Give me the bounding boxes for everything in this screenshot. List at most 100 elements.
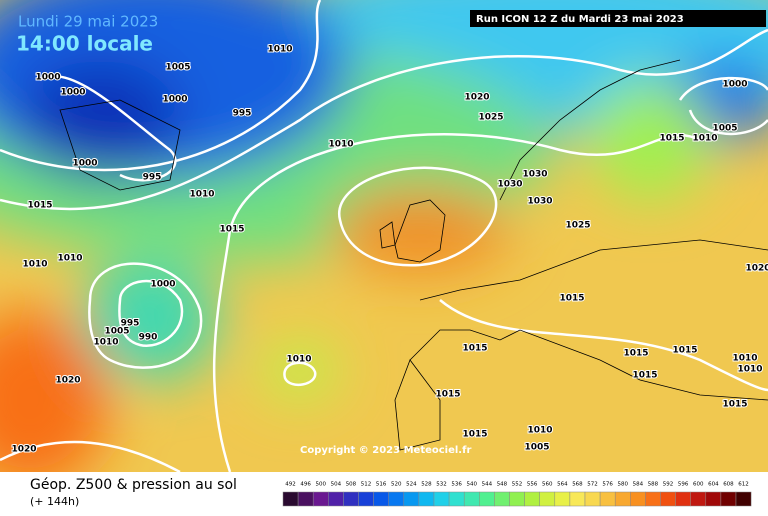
isobar-label: 1030	[522, 170, 547, 180]
scale-label: 580	[618, 482, 629, 488]
isobar-label: 1010	[57, 254, 82, 264]
isobar-label: 1005	[165, 63, 190, 73]
scale-label: 604	[708, 482, 719, 488]
isobar-label: 1010	[527, 426, 552, 436]
scale-label: 512	[361, 482, 372, 488]
isobar-label: 1005	[524, 443, 549, 453]
isobar-label: 1015	[722, 400, 747, 410]
scale-cell	[297, 491, 314, 507]
scale-cell	[720, 491, 737, 507]
scale-cell	[282, 491, 299, 507]
isobar-label: 1030	[527, 197, 552, 207]
scale-label: 516	[376, 482, 387, 488]
scale-label: 592	[663, 482, 674, 488]
scale-label: 536	[451, 482, 462, 488]
footer-title: Géop. Z500 & pression au sol	[30, 477, 237, 493]
scale-cell	[524, 491, 540, 507]
scale-cell	[312, 491, 329, 507]
isobar-label: 1000	[60, 88, 85, 98]
isobar-label: 1030	[497, 180, 522, 190]
isobar-label: 1015	[462, 344, 487, 354]
scale-cell	[660, 491, 676, 507]
scale-label: 576	[602, 482, 613, 488]
scale-label: 612	[738, 482, 749, 488]
scale-label: 520	[391, 482, 402, 488]
scale-label: 500	[316, 482, 327, 488]
isobar-label: 1020	[464, 93, 489, 103]
scale-cell	[614, 491, 631, 507]
scale-cell	[735, 491, 752, 507]
scale-cell	[358, 491, 374, 507]
isobar-label: 1015	[632, 371, 657, 381]
scale-label: 572	[587, 482, 598, 488]
scale-cell	[418, 491, 435, 507]
scale-cell	[554, 491, 571, 507]
isobar-label: 1000	[150, 280, 175, 290]
isobar-label: 1025	[478, 113, 503, 123]
isobar-label: 1000	[722, 80, 747, 90]
isobar-label: 1005	[104, 327, 129, 337]
isobar-label: 1015	[462, 430, 487, 440]
run: Run ICON 12 Z du Mardi 23 mai 2023	[476, 14, 684, 25]
isobar-label: 1015	[27, 201, 52, 211]
lead: (+ 144h)	[30, 495, 79, 508]
scale-cell	[448, 491, 465, 507]
scale-label: 548	[497, 482, 508, 488]
scale-label: 540	[467, 482, 478, 488]
scale-cell	[630, 491, 646, 507]
scale-cell	[509, 491, 525, 507]
scale-label: 544	[482, 482, 493, 488]
isobar-label: 1010	[692, 134, 717, 144]
scale-cell	[675, 491, 691, 507]
scale-cell	[705, 491, 722, 507]
isobar-label: 1015	[672, 346, 697, 356]
scale-label: 588	[648, 482, 659, 488]
isobar-label: 1025	[565, 221, 590, 231]
isobar-label: 1015	[623, 349, 648, 359]
isobar-label: 1005	[712, 124, 737, 134]
scale-label: 504	[331, 482, 342, 488]
isobar-label: 1010	[328, 140, 353, 150]
isobar-label: 1010	[737, 365, 762, 375]
scale-cell	[343, 491, 359, 507]
scale-label: 496	[300, 482, 311, 488]
scale-cell	[463, 491, 480, 507]
scale-cell	[403, 491, 420, 507]
time: 14:00 locale	[16, 32, 153, 56]
coastlines	[59, 59, 768, 451]
isobar-label: 1010	[286, 355, 311, 365]
isobar-label: 1010	[93, 338, 118, 348]
isobar-label: 995	[233, 109, 252, 119]
scale-cell	[388, 491, 405, 507]
scale-cell	[569, 491, 586, 507]
scale-label: 584	[633, 482, 644, 488]
scale-cell	[328, 491, 344, 507]
scale-cell	[539, 491, 556, 507]
scale-cell	[584, 491, 601, 507]
isobar-labels: 1005101010001000100099510009951010101010…	[10, 44, 768, 456]
scale-label: 600	[693, 482, 704, 488]
isobar-label: 1010	[22, 260, 47, 270]
copyright: Copyright © 2023 Meteociel.fr	[300, 445, 471, 456]
scale-label: 552	[512, 482, 523, 488]
isobar-label: 1010	[732, 354, 757, 364]
color-scale: 492 496 500 504 508 512 516 520 524 528 532 536 540 5…	[282, 482, 752, 507]
isobar-label: 1000	[35, 73, 60, 83]
isobar-label: 1015	[659, 134, 684, 144]
scale-cell	[690, 491, 707, 507]
scale-label: 564	[557, 482, 568, 488]
scale-cell	[599, 491, 616, 507]
scale-label: 568	[572, 482, 583, 488]
scale-label: 596	[678, 482, 689, 488]
isobar-label: 1000	[72, 159, 97, 169]
isobars	[0, 0, 768, 472]
scale-label: 528	[421, 482, 432, 488]
scale-label: 508	[346, 482, 357, 488]
run-box	[470, 10, 766, 27]
scale-label: 532	[436, 482, 447, 488]
isobar-label: 995	[121, 319, 140, 329]
date: Lundi 29 mai 2023	[18, 13, 158, 31]
scale-label: 608	[723, 482, 734, 488]
scale-cell	[645, 491, 661, 507]
